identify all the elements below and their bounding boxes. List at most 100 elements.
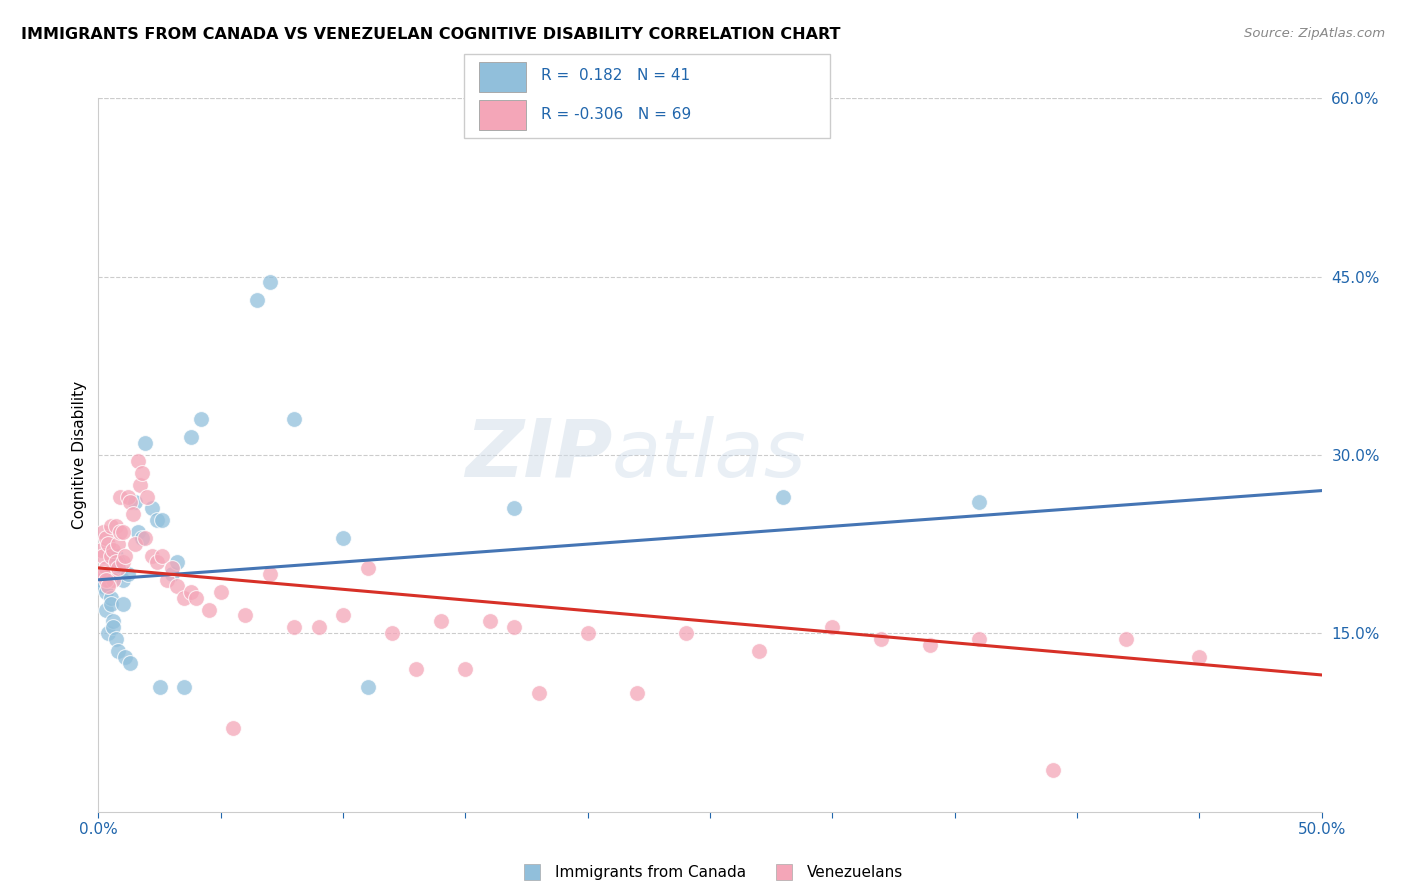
- Point: [180, 584, 202, 599]
- Point: [107, 555, 129, 569]
- Point: [101, 620, 124, 634]
- Point: [405, 662, 427, 676]
- Point: [90, 543, 112, 558]
- Point: [308, 620, 330, 634]
- Point: [101, 615, 124, 629]
- Point: [97, 579, 120, 593]
- Point: [90, 566, 112, 581]
- Point: [527, 686, 550, 700]
- Point: [1042, 763, 1064, 777]
- Point: [356, 561, 378, 575]
- Point: [104, 519, 127, 533]
- Point: [149, 680, 172, 694]
- Point: [356, 680, 378, 694]
- Point: [100, 549, 122, 563]
- Point: [134, 436, 156, 450]
- Point: [91, 579, 114, 593]
- Point: [146, 555, 169, 569]
- Point: [127, 454, 149, 468]
- Point: [190, 412, 212, 426]
- Point: [111, 597, 134, 611]
- Point: [259, 566, 281, 581]
- Point: [94, 602, 117, 616]
- Point: [160, 566, 183, 581]
- Point: [166, 555, 188, 569]
- Point: [967, 495, 990, 509]
- Text: R =  0.182   N = 41: R = 0.182 N = 41: [541, 69, 690, 84]
- Point: [141, 549, 163, 563]
- Point: [114, 549, 136, 563]
- FancyBboxPatch shape: [478, 100, 526, 130]
- Point: [107, 561, 129, 575]
- Point: [503, 501, 526, 516]
- Point: [91, 566, 114, 581]
- Point: [97, 566, 120, 581]
- Point: [129, 477, 152, 491]
- Y-axis label: Cognitive Disability: Cognitive Disability: [72, 381, 87, 529]
- Point: [136, 490, 159, 504]
- Point: [150, 549, 173, 563]
- Point: [120, 656, 142, 670]
- Point: [675, 626, 697, 640]
- Point: [111, 555, 134, 569]
- Text: Source: ZipAtlas.com: Source: ZipAtlas.com: [1244, 27, 1385, 40]
- Point: [94, 573, 117, 587]
- Point: [100, 519, 122, 533]
- Point: [1188, 650, 1211, 665]
- Point: [1115, 632, 1137, 647]
- Point: [381, 626, 404, 640]
- Point: [117, 490, 139, 504]
- Point: [173, 591, 195, 605]
- Point: [141, 501, 163, 516]
- Point: [748, 644, 770, 658]
- Point: [97, 537, 120, 551]
- Point: [117, 566, 139, 581]
- Point: [156, 573, 179, 587]
- Point: [283, 620, 305, 634]
- Point: [91, 525, 114, 540]
- Point: [101, 573, 124, 587]
- Point: [104, 632, 127, 647]
- Point: [104, 555, 127, 569]
- Point: [197, 602, 219, 616]
- Point: [332, 531, 354, 545]
- Point: [111, 573, 134, 587]
- FancyBboxPatch shape: [464, 54, 830, 138]
- Point: [160, 561, 183, 575]
- Text: ZIP: ZIP: [465, 416, 612, 494]
- Point: [110, 490, 132, 504]
- Point: [920, 638, 942, 652]
- Legend: Immigrants from Canada, Venezuelans: Immigrants from Canada, Venezuelans: [510, 859, 910, 886]
- FancyBboxPatch shape: [478, 62, 526, 92]
- Text: atlas: atlas: [612, 416, 807, 494]
- Point: [166, 579, 188, 593]
- Point: [94, 584, 117, 599]
- Point: [209, 584, 232, 599]
- Point: [100, 591, 122, 605]
- Point: [134, 531, 156, 545]
- Point: [121, 508, 143, 522]
- Point: [478, 615, 501, 629]
- Point: [222, 722, 245, 736]
- Point: [967, 632, 990, 647]
- Point: [104, 549, 127, 563]
- Point: [180, 430, 202, 444]
- Point: [131, 531, 153, 545]
- Point: [107, 537, 129, 551]
- Point: [626, 686, 648, 700]
- Point: [127, 525, 149, 540]
- Point: [233, 608, 256, 623]
- Point: [246, 293, 269, 308]
- Point: [576, 626, 599, 640]
- Point: [503, 620, 526, 634]
- Point: [111, 525, 134, 540]
- Point: [110, 566, 132, 581]
- Point: [821, 620, 844, 634]
- Point: [150, 513, 173, 527]
- Text: R = -0.306   N = 69: R = -0.306 N = 69: [541, 107, 690, 122]
- Point: [94, 561, 117, 575]
- Point: [772, 490, 794, 504]
- Point: [110, 525, 132, 540]
- Point: [124, 495, 146, 509]
- Point: [107, 644, 129, 658]
